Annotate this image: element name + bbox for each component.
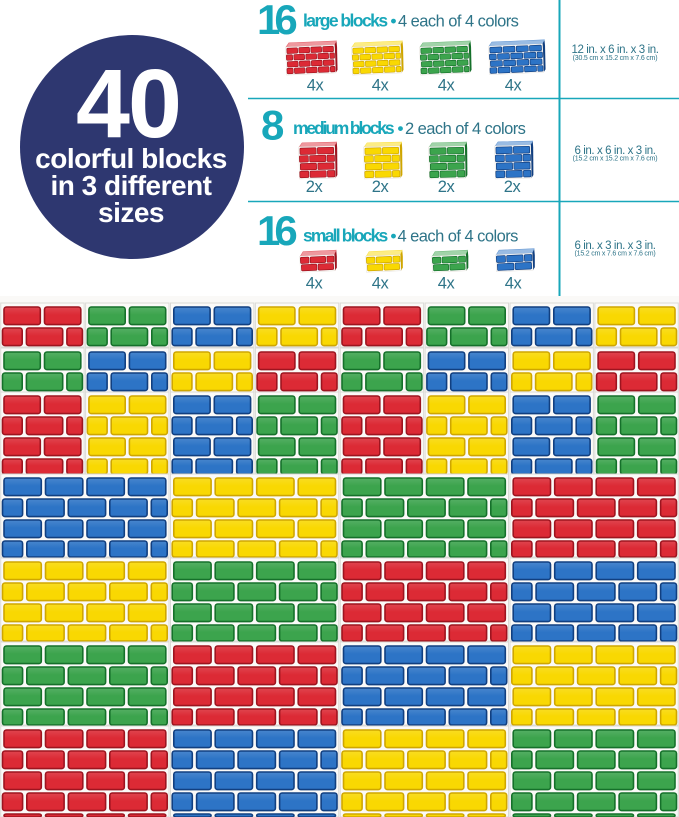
svg-text:sizes: sizes <box>98 197 164 228</box>
svg-text:large blocks: large blocks <box>303 11 388 31</box>
svg-text:2x: 2x <box>504 178 522 196</box>
svg-text:•: • <box>398 119 404 138</box>
svg-text:4 each of 4 colors: 4 each of 4 colors <box>398 13 519 31</box>
svg-text:2x: 2x <box>306 178 324 196</box>
svg-text:4 each of 4 colors: 4 each of 4 colors <box>398 228 519 246</box>
svg-text:•: • <box>391 227 397 246</box>
svg-text:4x: 4x <box>372 77 390 95</box>
svg-text:4x: 4x <box>505 77 523 95</box>
svg-text:6 in. x 3 in. x 3 in.: 6 in. x 3 in. x 3 in. <box>574 240 655 252</box>
svg-text:2x: 2x <box>372 178 390 196</box>
svg-text:4x: 4x <box>372 275 390 293</box>
svg-text:16: 16 <box>257 207 296 254</box>
svg-text:4x: 4x <box>438 275 456 293</box>
svg-text:4x: 4x <box>306 275 324 293</box>
svg-text:small blocks: small blocks <box>303 226 389 246</box>
svg-text:4x: 4x <box>307 77 325 95</box>
svg-text:(15.2 cm x 7.6 cm x 7.6 cm): (15.2 cm x 7.6 cm x 7.6 cm) <box>575 251 656 258</box>
svg-text:2 each of 4 colors: 2 each of 4 colors <box>405 120 526 138</box>
svg-text:16: 16 <box>257 0 296 43</box>
svg-text:4x: 4x <box>505 275 523 293</box>
svg-text:40: 40 <box>76 49 180 158</box>
svg-text:colorful blocks: colorful blocks <box>35 143 227 174</box>
svg-text:4x: 4x <box>438 77 456 95</box>
svg-text:(30.5 cm x 15.2 cm x 7.6 cm): (30.5 cm x 15.2 cm x 7.6 cm) <box>573 55 658 62</box>
svg-text:•: • <box>391 12 397 31</box>
svg-text:6 in. x 6 in. x 3 in.: 6 in. x 6 in. x 3 in. <box>574 145 655 157</box>
svg-text:medium blocks: medium blocks <box>293 118 395 138</box>
svg-text:in 3 different: in 3 different <box>50 170 211 201</box>
svg-text:(15.2 cm x 15.2 cm x 7.6 cm): (15.2 cm x 15.2 cm x 7.6 cm) <box>573 156 658 163</box>
svg-text:12 in. x 6 in. x 3 in.: 12 in. x 6 in. x 3 in. <box>571 44 658 56</box>
svg-text:8: 8 <box>261 102 284 149</box>
svg-text:2x: 2x <box>438 178 456 196</box>
